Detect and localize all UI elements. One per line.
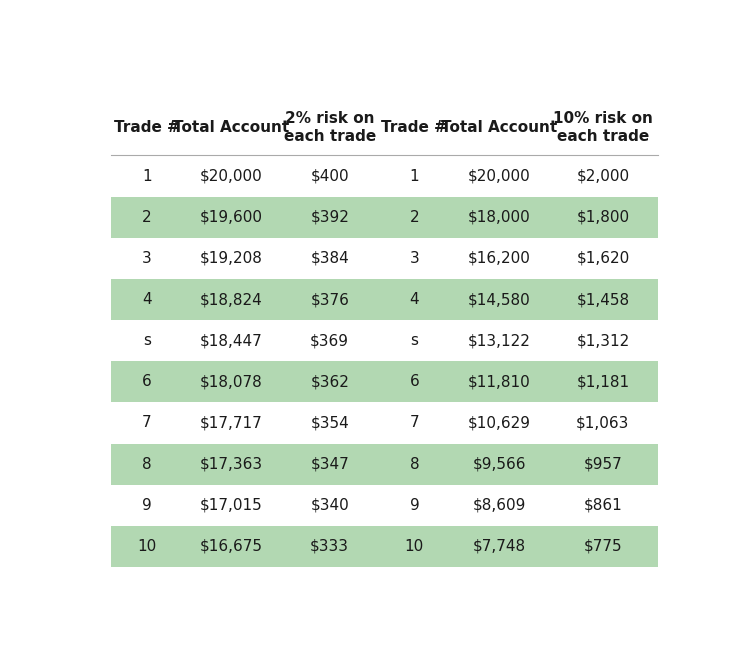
Bar (111, 526, 658, 567)
Text: $19,600: $19,600 (200, 210, 263, 224)
Text: $400: $400 (310, 168, 349, 183)
Text: 6: 6 (410, 374, 419, 389)
Text: $17,015: $17,015 (200, 498, 262, 513)
Text: $7,748: $7,748 (472, 539, 526, 554)
Text: 1: 1 (410, 168, 419, 183)
Text: $957: $957 (584, 457, 622, 472)
Text: $1,063: $1,063 (576, 416, 629, 430)
Text: $10,629: $10,629 (467, 416, 530, 430)
Text: $362: $362 (310, 374, 350, 389)
Text: $376: $376 (310, 292, 350, 307)
Text: $354: $354 (310, 416, 349, 430)
Text: 2: 2 (410, 210, 419, 224)
Text: $11,810: $11,810 (468, 374, 530, 389)
Text: $1,458: $1,458 (576, 292, 629, 307)
Text: $775: $775 (584, 539, 622, 554)
Bar (111, 279, 658, 320)
Text: $19,208: $19,208 (200, 251, 262, 266)
Bar (111, 197, 658, 238)
Text: s: s (410, 333, 419, 348)
Text: $1,620: $1,620 (576, 251, 629, 266)
Text: $1,181: $1,181 (576, 374, 629, 389)
Text: $392: $392 (310, 210, 350, 224)
Text: 6: 6 (142, 374, 152, 389)
Text: 7: 7 (142, 416, 152, 430)
Text: $1,312: $1,312 (576, 333, 629, 348)
Text: Trade #: Trade # (114, 120, 180, 135)
Text: 10% risk on
each trade: 10% risk on each trade (553, 112, 652, 144)
Text: 4: 4 (410, 292, 419, 307)
Text: $13,122: $13,122 (468, 333, 530, 348)
Text: Trade #: Trade # (382, 120, 447, 135)
Text: $18,447: $18,447 (200, 333, 262, 348)
Text: Total Account: Total Account (441, 120, 557, 135)
Text: $14,580: $14,580 (468, 292, 530, 307)
Text: 3: 3 (410, 251, 419, 266)
Text: 7: 7 (410, 416, 419, 430)
Text: $9,566: $9,566 (472, 457, 526, 472)
Text: 2% risk on
each trade: 2% risk on each trade (284, 112, 376, 144)
Text: $18,078: $18,078 (200, 374, 262, 389)
Bar (111, 444, 658, 484)
Text: 10: 10 (137, 539, 156, 554)
Text: 10: 10 (405, 539, 424, 554)
Text: $18,000: $18,000 (468, 210, 530, 224)
Text: 9: 9 (142, 498, 152, 513)
Text: s: s (142, 333, 151, 348)
Text: 3: 3 (142, 251, 152, 266)
Text: $16,200: $16,200 (468, 251, 530, 266)
Text: $384: $384 (310, 251, 349, 266)
Text: $2,000: $2,000 (576, 168, 629, 183)
Text: $20,000: $20,000 (468, 168, 530, 183)
Text: 9: 9 (410, 498, 419, 513)
Text: $1,800: $1,800 (576, 210, 629, 224)
Text: $17,363: $17,363 (200, 457, 263, 472)
Text: $18,824: $18,824 (200, 292, 262, 307)
Text: $861: $861 (584, 498, 622, 513)
Text: 8: 8 (410, 457, 419, 472)
Text: $369: $369 (310, 333, 350, 348)
Text: $8,609: $8,609 (472, 498, 526, 513)
Text: $340: $340 (310, 498, 349, 513)
Text: $333: $333 (310, 539, 350, 554)
Text: $20,000: $20,000 (200, 168, 262, 183)
Text: $17,717: $17,717 (200, 416, 262, 430)
Text: 4: 4 (142, 292, 152, 307)
Text: $16,675: $16,675 (200, 539, 263, 554)
Text: 2: 2 (142, 210, 152, 224)
Text: $347: $347 (310, 457, 349, 472)
Text: 8: 8 (142, 457, 152, 472)
Text: 1: 1 (142, 168, 152, 183)
Bar (111, 361, 658, 403)
Text: Total Account: Total Account (173, 120, 290, 135)
